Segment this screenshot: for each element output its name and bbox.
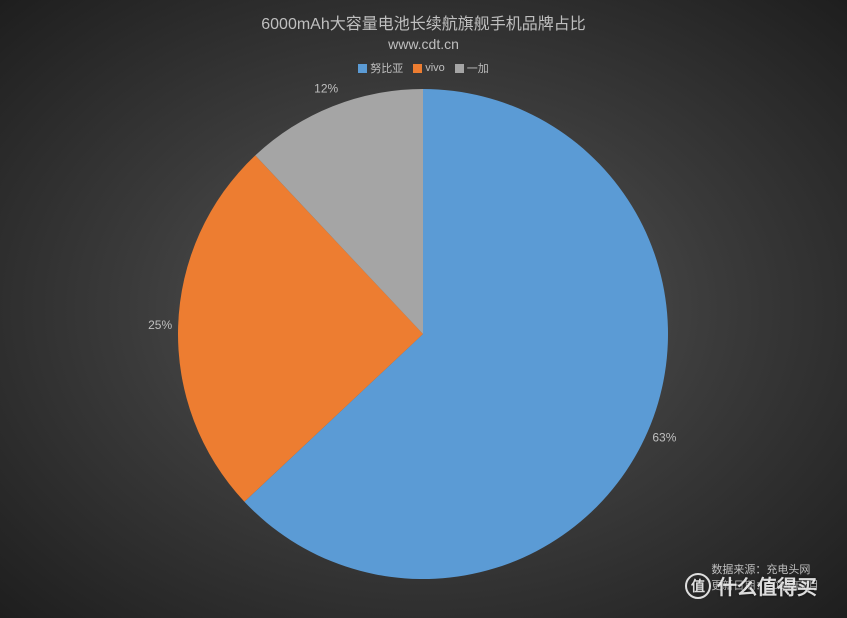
chart-subtitle: www.cdt.cn (0, 36, 847, 52)
slice-label: 63% (652, 431, 676, 445)
watermark-badge-icon: 值 (685, 573, 711, 599)
watermark: 值 什么值得买 (685, 571, 817, 600)
pie-svg: 63% 25% 12% (0, 69, 847, 609)
chart-title: 6000mAh大容量电池长续航旗舰手机品牌占比 (0, 10, 847, 34)
slice-label: 12% (314, 82, 338, 96)
watermark-text: 什么值得买 (717, 571, 817, 600)
pie-chart: 63% 25% 12% (0, 80, 847, 598)
slice-label: 25% (148, 318, 172, 332)
title-block: 6000mAh大容量电池长续航旗舰手机品牌占比 www.cdt.cn (0, 0, 847, 52)
